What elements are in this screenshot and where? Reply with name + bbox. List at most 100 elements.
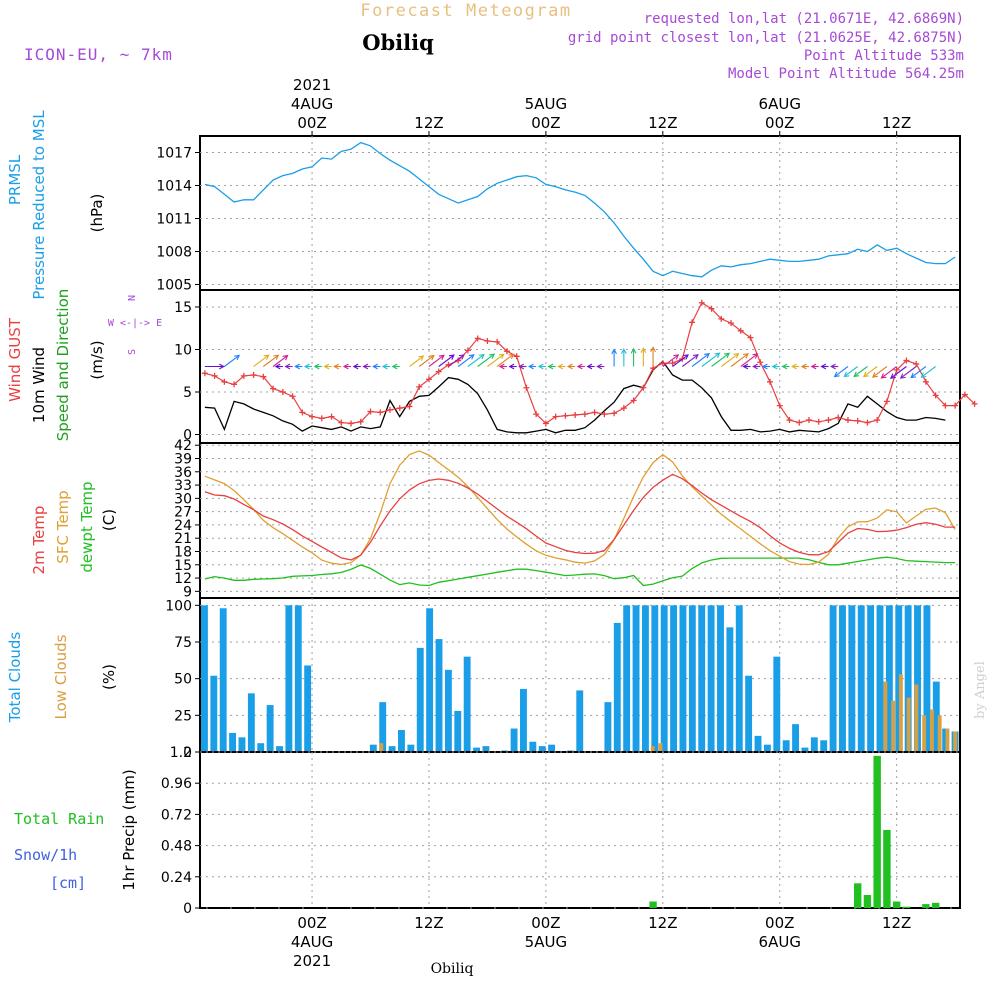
wind-arrowhead [880,373,887,379]
wind-arrowhead [282,354,289,361]
total-cloud-bar [529,741,537,752]
wind-arrowhead [273,354,280,361]
label-total-rain: Total Rain [14,810,104,828]
total-cloud-bar [407,744,415,752]
gust-marker [669,360,676,367]
wind-arrowhead [596,363,603,370]
wind-arrow [872,366,888,378]
wind-arrowhead [889,373,896,379]
time-label-top: 12Z [414,114,443,132]
ylabel-prmsl: PRMSL [6,154,24,205]
total-cloud-bar [604,702,612,752]
y-tick-label: 39 [174,452,192,468]
total-cloud-bar [463,656,471,752]
y-tick-label: 0 [183,745,192,761]
ylabel-pressure: Pressure Reduced to MSL [30,110,48,300]
wind-arrowhead [761,363,768,370]
y-tick-label: 36 [174,465,192,481]
wind-arrowhead [692,354,699,360]
total-cloud-bar [210,675,218,752]
wind-arrow [730,353,749,367]
ylabel-total-clouds: Total Clouds [6,632,24,724]
station-name: Obiliq [362,30,434,55]
total-cloud-bar [435,639,443,752]
gust-marker [533,411,540,418]
wind-arrowhead [781,363,788,370]
time-label-bottom: 12Z [882,914,911,932]
total-cloud-bar [735,605,743,752]
wind-arrowhead [752,353,759,359]
total-cloud-bar [482,746,490,752]
gust-marker [260,373,267,380]
compass-n: N [127,295,138,301]
time-label-top: 12Z [882,114,911,132]
gust-marker [601,411,608,418]
gust-marker [757,359,764,366]
gust-marker [835,414,842,421]
wind-arrowhead [650,346,656,353]
wind-arrowhead [871,372,878,378]
y-tick-label: 12 [174,571,192,587]
time-label-bottom: 5AUG [525,933,567,951]
gust-marker [913,360,920,367]
wind-arrowhead [843,371,850,378]
wind-arrowhead [742,353,749,359]
gust-marker [581,411,588,418]
wind-arrowhead [313,363,320,370]
gust-marker [377,409,384,416]
wind-arrowhead [478,353,485,360]
dewpt-line [204,556,956,587]
compass-we: W <-|-> E [108,318,162,329]
gust-marker [503,348,510,355]
panel-pressure: 1005 1008 1011 1014 1017 PRMSL Pressure Reduce… [6,110,961,300]
wind-arrow [409,355,424,367]
wind-arrowhead [418,355,425,361]
total-cloud-bar [398,730,405,752]
total-cloud-bar [548,744,556,752]
requested-coords: requested lon,lat (21.0671E, 42.6869N) [644,11,964,27]
y-tick-label: 1.2 [170,745,192,761]
total-cloud-bar [613,622,621,752]
total-cloud-bar [717,605,724,752]
wind-arrow [921,366,936,378]
total-cloud-bar [670,605,678,752]
wind-arrow [691,353,710,367]
wind-arrow [253,354,269,367]
ylabel-low-clouds: Low Clouds [52,634,70,719]
wind-arrowhead [830,363,836,370]
wind-arrowhead [372,363,378,370]
total-cloud-bar [388,746,396,752]
gust-marker [299,409,306,416]
gust-marker [474,335,481,342]
ylabel-2m-temp: 2m Temp [30,506,48,575]
pressure-line [204,141,956,278]
wind-arrowhead [468,354,475,360]
gust-marker [903,357,910,364]
low-cloud-bar [929,709,934,752]
wind-arrowhead [771,363,778,370]
y-tick-label: 15 [174,300,192,316]
gust-marker [844,417,851,424]
y-tick-label: 21 [174,531,192,547]
y-tick-label: 33 [174,478,192,494]
rain-bar [873,755,881,908]
gust-marker [435,368,442,375]
gust-marker [396,405,403,412]
wind-arrow [496,353,514,367]
total-cloud-bar [473,747,480,752]
wind-arrowhead [566,363,573,370]
gust-marker [542,420,549,427]
gust-marker [357,418,364,425]
y-tick-label: 50 [174,672,192,688]
wind-arrowhead [391,363,398,370]
total-cloud-bar [520,688,527,752]
wind-arrowhead [640,347,647,353]
wind-arrowhead [576,363,583,370]
gust-marker [562,412,569,419]
total-cloud-bar [698,605,706,752]
total-cloud-bar [538,746,546,752]
wind-arrow [457,354,475,367]
wind-arrowhead [724,352,730,359]
